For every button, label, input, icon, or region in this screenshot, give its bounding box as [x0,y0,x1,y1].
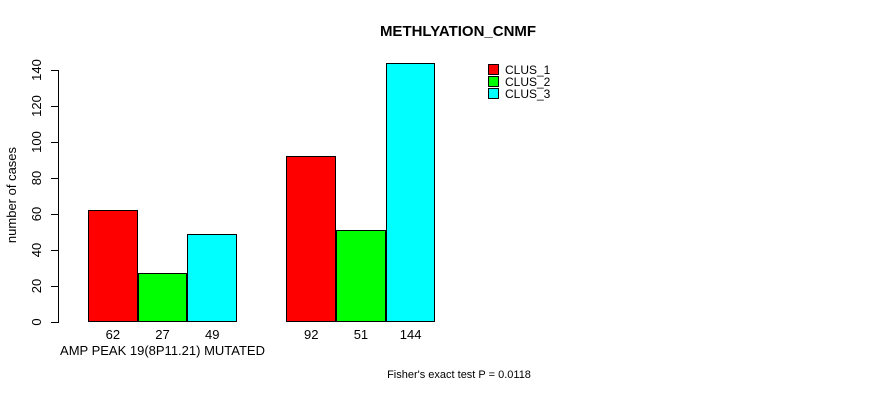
bar-clus_2-group2 [336,230,386,322]
y-tick-label: 60 [29,206,44,222]
bar-value-label: 92 [304,327,319,342]
annotation-text: Fisher's exact test P = 0.0118 [387,369,531,381]
y-tick-label: 100 [29,131,44,153]
chart-title: METHLYATION_CNMF [379,23,537,40]
y-tick-label: 20 [29,278,44,294]
bar-value-label: 27 [155,327,170,342]
bar-clus_3-group2 [385,62,436,322]
legend-item: CLUS_2 [488,74,551,89]
bar-value-label: 49 [205,327,220,342]
y-tick-mark [51,214,58,215]
legend-swatch-clus_1 [488,64,499,75]
bar-clus_2-group1 [137,273,188,322]
category-label-group1: AMP PEAK 19(8P11.21) MUTATED [60,343,265,358]
bar-clus_1-group2 [286,156,337,322]
y-tick-mark [51,250,58,251]
y-tick-label: 40 [29,242,44,258]
y-tick-label: 120 [29,95,44,117]
y-tick-mark [51,142,58,143]
y-tick-label: 80 [29,170,44,186]
legend-swatch-clus_3 [488,88,499,100]
y-tick-mark [51,322,58,323]
legend: CLUS_1 CLUS_2 CLUS_3 [488,62,551,101]
bar-value-label: 144 [399,327,422,342]
bar-clus_1-group1 [88,210,138,322]
legend-item: CLUS_1 [488,62,551,77]
y-tick-mark [51,178,58,179]
legend-item: CLUS_3 [488,86,551,101]
bar-value-label: 51 [353,327,369,342]
y-tick-mark [51,286,58,287]
legend-label: CLUS_3 [505,86,551,101]
legend-label: CLUS_2 [505,74,551,89]
legend-label: CLUS_1 [505,62,551,77]
bar-value-label: 62 [105,327,121,342]
y-tick-mark [51,106,58,107]
bar-clus_3-group1 [187,233,238,322]
y-tick-label: 0 [29,318,44,326]
y-tick-mark [51,70,58,71]
y-tick-label: 140 [29,59,44,81]
y-axis-line [58,70,59,323]
legend-swatch-clus_2 [488,76,499,88]
